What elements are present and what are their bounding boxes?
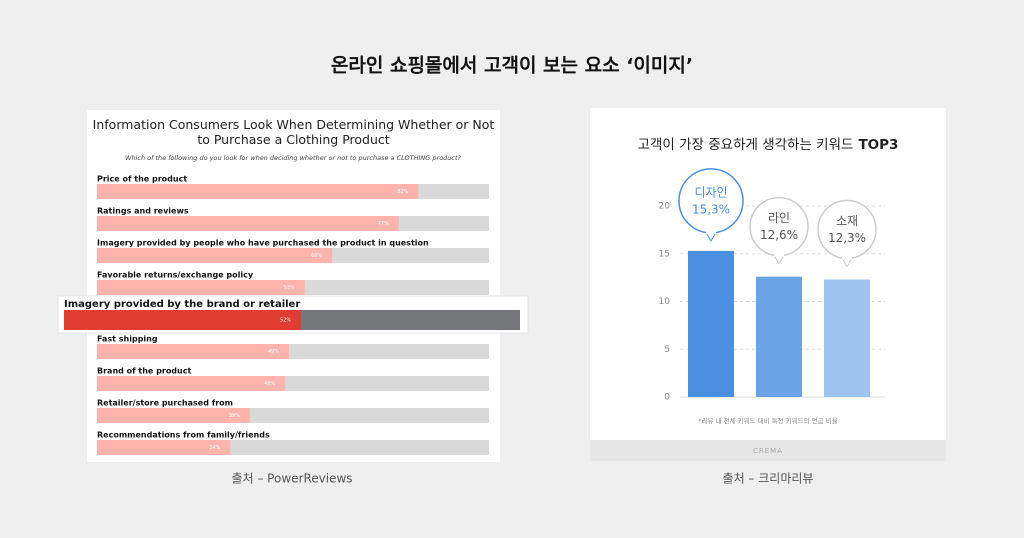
chart-title: 고객이 가장 중요하게 생각하는 키워드 TOP3 xyxy=(638,137,899,153)
chart-title-text: 고객이 가장 중요하게 생각하는 키워드 xyxy=(638,137,854,153)
y-tick-label: 20 xyxy=(659,202,671,212)
bubble-join xyxy=(706,229,716,234)
value-label: 48% xyxy=(264,381,275,387)
bar xyxy=(97,280,305,295)
category-label: Price of the product xyxy=(97,175,187,184)
value-label: 39% xyxy=(229,413,240,419)
category-label: Brand of the product xyxy=(97,367,191,376)
bubble-join xyxy=(842,255,852,260)
category-label: Imagery provided by people who have purc… xyxy=(97,239,429,248)
brand: CREMA xyxy=(753,447,783,455)
value-label: 77% xyxy=(378,221,389,227)
value-label: 53% xyxy=(284,285,295,291)
bar xyxy=(756,276,802,397)
x-category-label: 디자인 xyxy=(694,185,727,199)
bar xyxy=(97,408,250,423)
value-label: 12,3% xyxy=(828,231,866,245)
bubble-join xyxy=(774,252,784,257)
chart-title: Information Consumers Look When Determin… xyxy=(92,117,495,147)
y-tick-label: 0 xyxy=(664,393,670,403)
bubble xyxy=(678,168,744,234)
caption: 출처 – PowerReviews xyxy=(231,472,352,486)
footnote: *리뷰 내 전체 키워드 대비 특정 키워드의 언급 비율 xyxy=(698,416,837,425)
page-title: 온라인 쇼핑몰에서 고객이 보는 요소 ‘이미지’ xyxy=(331,55,693,77)
brand-strip xyxy=(590,440,946,461)
value-label: 82% xyxy=(397,189,408,195)
value-label: 49% xyxy=(268,349,279,355)
bar xyxy=(97,376,286,391)
chart-title-emphasis: TOP3 xyxy=(858,137,898,153)
y-tick-label: 5 xyxy=(664,345,670,355)
chart-subtitle: Which of the following do you look for w… xyxy=(125,154,462,162)
value-label: 60% xyxy=(311,253,322,259)
bar xyxy=(688,250,734,397)
category-label: Ratings and reviews xyxy=(97,207,189,216)
y-tick-label: 15 xyxy=(659,249,670,259)
bar xyxy=(824,279,870,397)
category-label: Retailer/store purchased from xyxy=(97,399,233,408)
category-label: Recommendations from family/friends xyxy=(97,431,270,440)
bar xyxy=(97,248,333,263)
bar xyxy=(97,184,419,199)
caption: 출처 – 크리마리뷰 xyxy=(723,472,814,486)
bar xyxy=(64,310,302,330)
value-label: 52% xyxy=(280,318,291,324)
bar xyxy=(97,440,231,455)
x-category-label: 라인 xyxy=(768,211,790,225)
bubble xyxy=(817,199,877,260)
bar xyxy=(97,344,290,359)
category-label: Fast shipping xyxy=(97,335,158,344)
category-label: Favorable returns/exchange policy xyxy=(97,271,254,280)
value-label: 34% xyxy=(209,445,220,451)
value-label: 12,6% xyxy=(760,228,798,242)
x-category-label: 소재 xyxy=(836,214,858,228)
bubble xyxy=(749,196,809,257)
y-tick-label: 10 xyxy=(659,297,671,307)
value-label: 15,3% xyxy=(692,202,730,216)
bar xyxy=(97,216,399,231)
category-label: Imagery provided by the brand or retaile… xyxy=(64,299,300,310)
